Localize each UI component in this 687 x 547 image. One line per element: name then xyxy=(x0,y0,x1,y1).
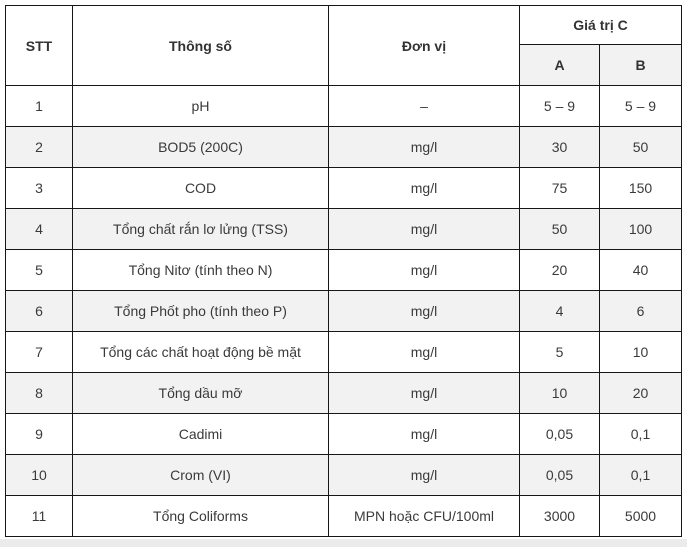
cell-stt: 4 xyxy=(5,208,73,250)
cell-param: BOD5 (200C) xyxy=(72,126,329,168)
page-bottom-strip xyxy=(0,539,687,547)
cell-stt: 10 xyxy=(5,454,73,496)
cell-unit: mg/l xyxy=(328,331,520,373)
header-unit: Đơn vị xyxy=(328,5,520,86)
header-value-group: Giá trị C xyxy=(519,5,682,45)
header-row-sub: A B xyxy=(6,44,682,86)
cell-stt: 3 xyxy=(5,167,73,209)
parameters-table: STT Thông số Đơn vị Giá trị C A B 1 pH –5 … xyxy=(5,5,682,537)
header-stt: STT xyxy=(5,5,73,86)
cell-stt: 11 xyxy=(5,495,73,537)
cell-unit: MPN hoặc CFU/100ml xyxy=(328,495,520,537)
cell-value-b: 50 xyxy=(599,126,682,168)
table-row: 11 Tổng Coliforms MPN hoặc CFU/100ml 3000 50… xyxy=(5,495,682,537)
cell-stt: 2 xyxy=(5,126,73,168)
table-row: 3 COD mg/l 75 150 xyxy=(5,167,682,209)
cell-unit: mg/l xyxy=(328,454,520,496)
cell-param: Tổng Coliforms xyxy=(72,495,329,537)
cell-value-a: 10 xyxy=(519,372,600,414)
table-row: 10 Crom (VI) mg/l 0,05 0,1 xyxy=(5,454,682,496)
table-row: 8 Tổng dầu mỡ mg/l 10 20 xyxy=(5,372,682,414)
cell-stt: 1 xyxy=(5,85,73,127)
cell-unit: mg/l xyxy=(328,413,520,455)
cell-value-a: 30 xyxy=(519,126,600,168)
cell-value-b: 10 xyxy=(599,331,682,373)
parameters-table-container: STT Thông số Đơn vị Giá trị C A B 1 pH –5 … xyxy=(5,5,682,537)
header-col-b: B xyxy=(599,44,682,86)
cell-stt: 5 xyxy=(5,249,73,291)
table-row: 4 Tổng chất rắn lơ lửng (TSS) mg/l 50 100 xyxy=(5,208,682,250)
cell-value-b: 40 xyxy=(599,249,682,291)
cell-value-b: 5000 xyxy=(599,495,682,537)
cell-value-a: 0,05 xyxy=(519,454,600,496)
cell-value-a: 4 xyxy=(519,290,600,332)
cell-unit: mg/l xyxy=(328,126,520,168)
cell-value-a: 20 xyxy=(519,249,600,291)
cell-unit: mg/l xyxy=(328,249,520,291)
table-row: 9 Cadimi mg/l 0,05 0,1 xyxy=(5,413,682,455)
cell-value-a: 3000 xyxy=(519,495,600,537)
table-row: 2 BOD5 (200C) mg/l 30 50 xyxy=(5,126,682,168)
cell-stt: 7 xyxy=(5,331,73,373)
cell-param: Tổng các chất hoạt động bề mặt xyxy=(72,331,329,373)
cell-param: Crom (VI) xyxy=(72,454,329,496)
cell-stt: 9 xyxy=(5,413,73,455)
cell-value-b: 6 xyxy=(599,290,682,332)
header-col-a: A xyxy=(519,44,600,86)
cell-value-a: 5 xyxy=(519,331,600,373)
cell-value-b: 20 xyxy=(599,372,682,414)
cell-value-b: 5 – 9 xyxy=(599,85,682,127)
cell-unit: mg/l xyxy=(328,290,520,332)
cell-param: COD xyxy=(72,167,329,209)
table-header: STT Thông số Đơn vị Giá trị C A B xyxy=(5,5,682,86)
cell-param: Tổng dầu mỡ xyxy=(72,372,329,414)
cell-value-b: 150 xyxy=(599,167,682,209)
cell-value-a: 5 – 9 xyxy=(519,85,600,127)
cell-param: Tổng chất rắn lơ lửng (TSS) xyxy=(72,208,329,250)
cell-value-b: 0,1 xyxy=(599,454,682,496)
cell-param: pH xyxy=(72,85,329,127)
table-row: 7 Tổng các chất hoạt động bề mặt mg/l 5 10 xyxy=(5,331,682,373)
cell-param: Tổng Phốt pho (tính theo P) xyxy=(72,290,329,332)
cell-stt: 8 xyxy=(5,372,73,414)
cell-param: Cadimi xyxy=(72,413,329,455)
table-row: 6 Tổng Phốt pho (tính theo P) mg/l 4 6 xyxy=(5,290,682,332)
cell-value-b: 0,1 xyxy=(599,413,682,455)
header-param: Thông số xyxy=(72,5,329,86)
cell-unit: – xyxy=(328,85,520,127)
cell-stt: 6 xyxy=(5,290,73,332)
cell-unit: mg/l xyxy=(328,167,520,209)
cell-value-a: 0,05 xyxy=(519,413,600,455)
table-row: 5 Tổng Nitơ (tính theo N) mg/l 20 40 xyxy=(5,249,682,291)
cell-value-a: 75 xyxy=(519,167,600,209)
header-row-group: STT Thông số Đơn vị Giá trị C xyxy=(5,5,682,86)
cell-value-a: 50 xyxy=(519,208,600,250)
cell-param: Tổng Nitơ (tính theo N) xyxy=(72,249,329,291)
cell-unit: mg/l xyxy=(328,372,520,414)
cell-unit: mg/l xyxy=(328,208,520,250)
cell-value-b: 100 xyxy=(599,208,682,250)
